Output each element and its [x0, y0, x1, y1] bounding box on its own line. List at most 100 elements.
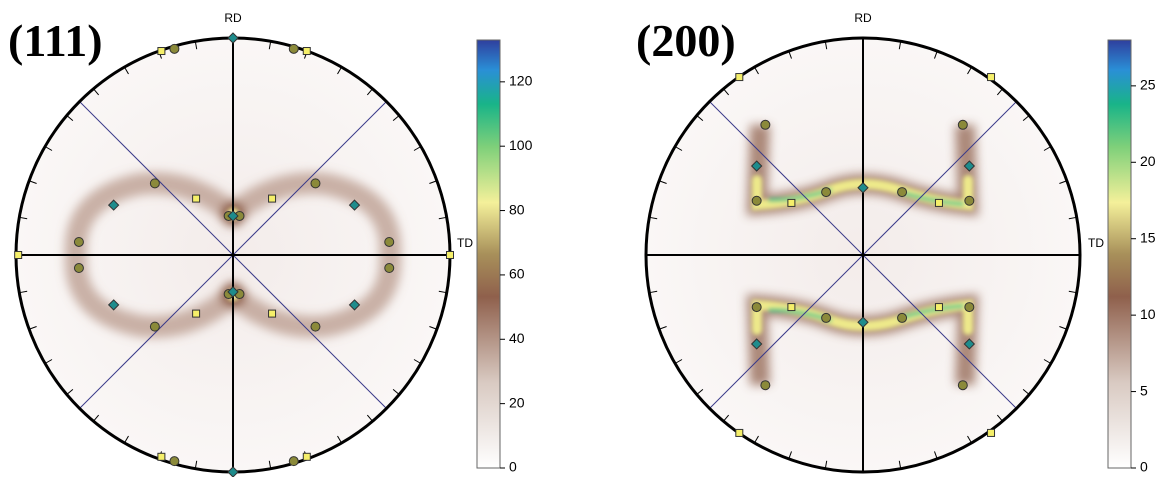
colorbar — [476, 39, 501, 469]
square-marker — [192, 194, 201, 203]
diamond-marker — [227, 466, 239, 477]
circle-marker — [751, 195, 762, 206]
diamond-marker — [750, 160, 763, 172]
rim-tick — [788, 50, 792, 59]
square-marker — [302, 452, 311, 461]
rim-tick — [696, 115, 704, 122]
colorbar-tick-label: 5 — [1140, 382, 1148, 398]
square-marker — [268, 309, 277, 318]
square-marker — [787, 198, 796, 207]
rim-tick — [658, 180, 667, 184]
diamond-marker — [963, 160, 976, 172]
diamond-marker — [963, 338, 976, 350]
rim-tick — [413, 146, 422, 151]
rim-tick — [649, 290, 658, 294]
rim-tick — [93, 88, 100, 96]
rim-tick — [93, 414, 100, 422]
rim-tick — [898, 41, 902, 50]
square-marker — [14, 251, 23, 259]
rd-label: RD — [224, 11, 242, 25]
rim-tick — [392, 388, 400, 395]
square-marker — [157, 452, 166, 461]
colorbar-tick-label: 100 — [509, 137, 533, 153]
rim-tick — [429, 326, 438, 330]
circle-marker — [169, 43, 180, 54]
circle-marker — [760, 380, 771, 391]
rim-tick — [1022, 115, 1030, 122]
circle-marker — [957, 380, 968, 391]
rd-label: RD — [854, 11, 872, 25]
diamond-marker — [227, 210, 239, 222]
diamond-marker — [348, 199, 361, 211]
circle-marker — [384, 236, 395, 247]
diamond-marker — [227, 286, 239, 298]
figure-title: (111) — [8, 15, 103, 66]
figure-title: (200) — [636, 15, 736, 66]
rim-tick — [392, 115, 400, 122]
rim-tick — [967, 66, 972, 75]
circle-marker — [149, 321, 160, 332]
td-label: TD — [457, 236, 473, 250]
circle-marker — [821, 312, 832, 323]
rim-tick — [967, 435, 972, 444]
rim-tick — [696, 388, 704, 395]
rim-tick — [194, 460, 198, 469]
square-marker — [934, 198, 943, 207]
rim-tick — [44, 146, 53, 151]
circle-marker — [288, 43, 299, 54]
colorbar — [1107, 39, 1132, 469]
square-marker — [446, 251, 454, 259]
rim-tick — [996, 414, 1003, 422]
rim-tick — [1059, 326, 1068, 330]
rim-tick — [366, 414, 373, 422]
rim-tick — [649, 216, 658, 220]
circle-marker — [169, 456, 180, 467]
circle-marker — [897, 312, 908, 323]
square-marker — [934, 303, 943, 312]
circle-outline — [644, 36, 1082, 474]
square-marker — [157, 47, 166, 56]
square-marker — [302, 47, 311, 56]
rim-tick — [124, 435, 129, 444]
rim-tick — [898, 460, 902, 469]
rim-tick — [1022, 388, 1030, 395]
square-marker — [268, 194, 277, 203]
rim-tick — [19, 290, 28, 294]
circle-marker — [760, 119, 771, 130]
rim-tick — [413, 359, 422, 364]
circle-marker — [897, 187, 908, 198]
rim-tick — [824, 41, 828, 50]
rim-tick — [28, 326, 37, 330]
rim-tick — [996, 88, 1003, 96]
square-marker — [735, 73, 744, 82]
colorbar-tick-label: 80 — [509, 201, 525, 217]
rim-tick — [1068, 290, 1077, 294]
diamond-marker — [227, 32, 239, 44]
circle-marker — [964, 302, 975, 313]
rim-tick — [337, 435, 342, 444]
rim-tick — [788, 451, 792, 460]
rim-tick — [66, 388, 74, 395]
rim-tick — [674, 359, 683, 364]
circle-marker — [751, 302, 762, 313]
rim-tick — [124, 66, 129, 75]
circle-marker — [73, 236, 84, 247]
circle-marker — [149, 178, 160, 189]
square-marker — [987, 428, 996, 437]
td-label: TD — [1088, 236, 1104, 250]
circle-marker — [821, 187, 832, 198]
circle-marker — [957, 119, 968, 130]
square-marker — [787, 303, 796, 312]
diamond-marker — [750, 338, 763, 350]
circle-marker — [288, 456, 299, 467]
circle-marker — [384, 263, 395, 274]
colorbar-tick-label: 20 — [509, 394, 525, 410]
rim-tick — [44, 359, 53, 364]
colorbar-tick-label: 15 — [1140, 229, 1156, 245]
circle-marker — [964, 195, 975, 206]
rim-tick — [754, 435, 759, 444]
rim-tick — [28, 180, 37, 184]
rim-tick — [268, 460, 272, 469]
